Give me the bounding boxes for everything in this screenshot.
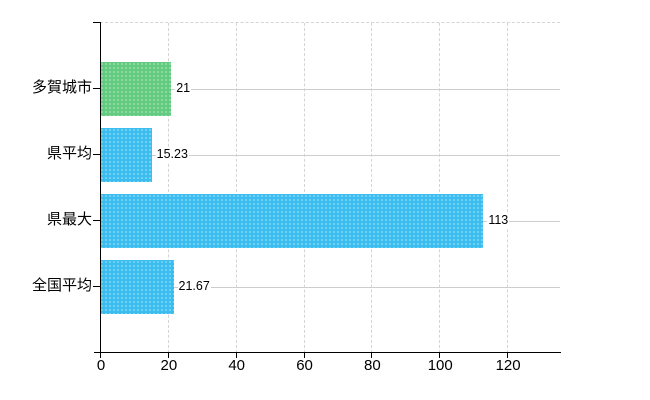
x-tick-mark xyxy=(100,353,101,358)
x-tick-mark xyxy=(167,353,169,358)
x-tick-mark xyxy=(235,353,237,358)
category-label: 多賀城市 xyxy=(31,79,92,96)
x-tick-label: 100 xyxy=(427,357,453,374)
x-tick-label: 60 xyxy=(296,357,313,374)
bar xyxy=(100,260,174,314)
x-tick-mark xyxy=(507,353,509,358)
v-gridline xyxy=(235,23,237,353)
x-axis-line xyxy=(94,352,561,353)
v-gridline xyxy=(303,23,305,353)
v-gridline xyxy=(439,23,441,353)
bar xyxy=(100,62,172,116)
bar xyxy=(100,194,484,248)
v-gridline xyxy=(371,23,373,353)
x-tick-label: 20 xyxy=(160,357,178,374)
category-label: 県平均 xyxy=(46,145,92,162)
v-gridline xyxy=(507,23,509,353)
value-label: 21 xyxy=(175,81,192,96)
v-gridline xyxy=(167,23,169,353)
category-label: 県最大 xyxy=(46,211,92,228)
plot-area: 21 15.23 113 21.67 xyxy=(100,22,560,353)
y-tick-mark xyxy=(93,154,100,155)
y-tick-mark xyxy=(93,220,100,221)
h-gridline xyxy=(100,89,560,90)
y-axis-line xyxy=(100,22,101,357)
h-gridline xyxy=(100,155,560,156)
x-tick-label: 40 xyxy=(228,357,246,374)
h-gridline xyxy=(100,287,560,288)
x-tick-label: 0 xyxy=(96,357,106,374)
x-tick-mark xyxy=(303,353,305,358)
x-tick-mark xyxy=(371,353,373,358)
x-tick-mark xyxy=(439,353,441,358)
y-tick-mark xyxy=(93,286,100,287)
x-tick-label: 120 xyxy=(495,357,521,374)
y-axis-top-tick-mark xyxy=(93,22,100,23)
x-tick-label: 80 xyxy=(364,357,381,374)
bar xyxy=(100,128,152,182)
category-label: 全国平均 xyxy=(31,277,92,294)
y-tick-mark xyxy=(93,88,100,89)
value-label: 113 xyxy=(487,213,510,228)
value-label: 21.67 xyxy=(177,279,211,294)
value-label: 15.23 xyxy=(155,147,189,162)
